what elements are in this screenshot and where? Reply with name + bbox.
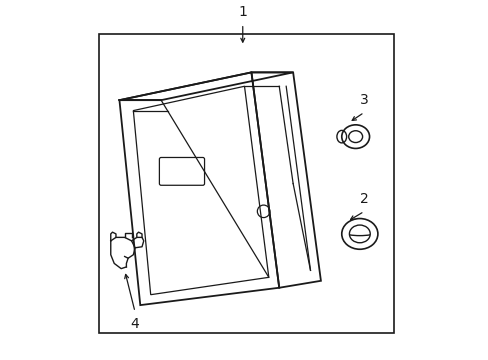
Text: 1: 1 (238, 5, 247, 18)
Text: 2: 2 (359, 192, 368, 206)
Bar (99, 34, 393, 333)
Text: 3: 3 (359, 93, 368, 107)
Text: 4: 4 (130, 317, 139, 331)
